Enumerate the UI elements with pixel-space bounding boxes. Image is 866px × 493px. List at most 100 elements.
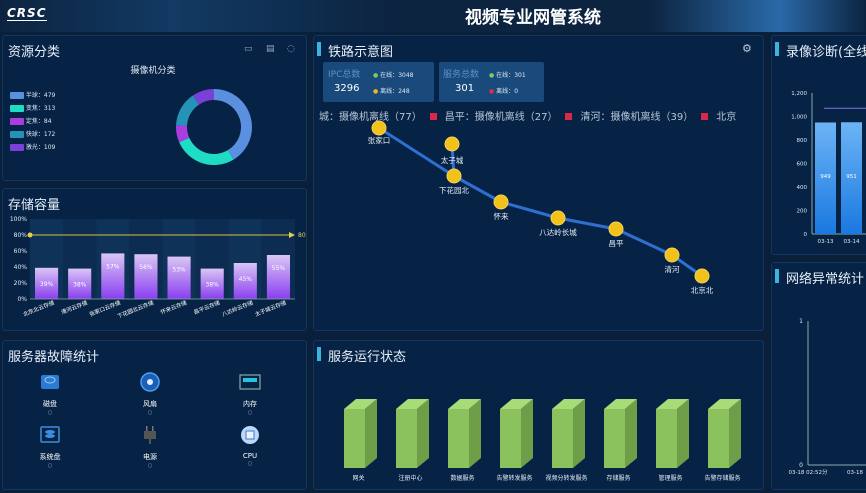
- x-tick-label: 下花园北云存储: [116, 298, 155, 320]
- service-label: 告警转发服务: [496, 474, 532, 482]
- legend-item[interactable]: 快球：172: [10, 129, 55, 138]
- bar: [233, 263, 257, 299]
- shield-icon[interactable]: ◌: [287, 44, 295, 54]
- y-tick-label: 1: [799, 318, 803, 325]
- service-bar-side: [469, 399, 481, 468]
- station-node[interactable]: [664, 247, 680, 263]
- service-bar-top: [656, 399, 689, 409]
- document-icon[interactable]: ▤: [266, 44, 275, 54]
- y-tick-label: 600: [797, 162, 808, 168]
- legend-item[interactable]: 半球：479: [10, 90, 55, 99]
- faults-panel: 服务器故障统计 磁盘 0 风扇 0 内存 0 系统盘 0 电源 0 CPU 0: [2, 340, 307, 490]
- station-node[interactable]: [371, 120, 387, 136]
- station-label: 清河: [665, 264, 680, 274]
- fault-item[interactable]: 系统盘 0: [30, 425, 70, 470]
- station-node[interactable]: [444, 136, 460, 152]
- service-label: 服务总数: [443, 70, 480, 80]
- service-bar: [344, 409, 365, 468]
- fault-item[interactable]: 风扇 0: [130, 372, 170, 417]
- station-node[interactable]: [446, 168, 462, 184]
- service-bar-side: [521, 399, 533, 468]
- ipc-online: 3048: [398, 72, 414, 79]
- alarm-marker-icon: [429, 113, 437, 120]
- title-accent: [775, 269, 779, 283]
- station-node[interactable]: [694, 268, 710, 284]
- x-tick-label: 太子城云存储: [254, 298, 288, 318]
- bar: [841, 122, 862, 234]
- service-bar: [396, 409, 417, 468]
- legend-label: 半球：479: [25, 92, 56, 99]
- service-bar-top: [500, 399, 533, 409]
- fault-item[interactable]: CPU 0: [230, 425, 270, 468]
- donut-slice: [176, 125, 190, 143]
- bar-label: 949: [820, 174, 831, 180]
- x-tick-label: 清河云存储: [60, 298, 89, 316]
- legend-label: 激光：109: [25, 144, 56, 151]
- markline-arrow: [289, 232, 295, 238]
- bar: [101, 253, 125, 299]
- fault-count: 0: [247, 409, 253, 417]
- service-label: 告警存储服务: [704, 474, 740, 482]
- fault-label: 系统盘: [39, 453, 61, 461]
- service-bar-side: [573, 399, 585, 468]
- fault-item[interactable]: 电源 0: [130, 425, 170, 470]
- offline-label: 离线：: [496, 88, 515, 95]
- legend-item[interactable]: 定焦：84: [10, 116, 52, 125]
- donut-slice: [179, 137, 234, 165]
- station-node[interactable]: [493, 194, 509, 210]
- ticker-item[interactable]: 清河：摄像机离线（39）: [580, 112, 694, 123]
- fault-item[interactable]: 磁盘 0: [30, 372, 70, 417]
- service-bar: [448, 409, 469, 468]
- y-tick-label: 0%: [17, 296, 27, 303]
- x-tick-label: 03-14: [844, 239, 860, 245]
- station-node[interactable]: [550, 210, 566, 226]
- ticker-item[interactable]: 昌平：摄像机离线（27）: [444, 112, 558, 123]
- service-bar-top: [396, 399, 429, 409]
- panel-title: 服务运行状态: [328, 350, 407, 365]
- legend-label: 定焦：84: [25, 118, 52, 125]
- bar: [167, 256, 191, 299]
- bar-label: 57%: [106, 263, 120, 270]
- legend-item[interactable]: 变焦：313: [10, 103, 55, 112]
- recording-chart: 0 200 400 600 800 1,000 1,200 949 03-13 951 03-14: [791, 91, 866, 245]
- system-disk-icon: [40, 426, 60, 443]
- x-tick-label: 03-18 02:52分: [788, 468, 828, 476]
- station-node[interactable]: [608, 221, 624, 237]
- fault-item[interactable]: 内存 0: [230, 372, 270, 417]
- fault-label: CPU: [242, 452, 258, 460]
- services-chart: 网关 注册中心 数据服务 告警转发服务 视频分转发服务 存储服务 管理服务 告警存储服务: [344, 399, 741, 482]
- offline-label: 离线：: [380, 88, 399, 95]
- gear-icon[interactable]: ⚙: [742, 42, 752, 55]
- bar-label: 38%: [206, 282, 220, 289]
- y-tick-label: 100%: [10, 216, 27, 223]
- y-tick-label: 400: [797, 185, 808, 191]
- ticker-item[interactable]: 北京: [716, 112, 737, 123]
- bar-label: 38%: [73, 282, 87, 289]
- legend-swatch: [10, 105, 24, 112]
- station-label: 太子城: [441, 155, 464, 165]
- video-icon[interactable]: ▭: [244, 44, 253, 54]
- donut-chart: [176, 89, 252, 165]
- service-bar-side: [417, 399, 429, 468]
- service-bar: [500, 409, 521, 468]
- fault-count: 0: [47, 462, 53, 470]
- panel-title: 服务器故障统计: [8, 350, 100, 365]
- title-accent: [317, 42, 321, 56]
- ticker-item[interactable]: 城：摄像机离线（77）: [319, 112, 422, 123]
- service-bar: [656, 409, 677, 468]
- storage-panel: 存储容量 0% 20% 40% 60% 80% 100% 39% 北京北云存储 38% 清河云存储…: [2, 188, 307, 331]
- legend-item[interactable]: 激光：109: [10, 142, 55, 151]
- markline-start: [27, 232, 33, 238]
- service-label: 管理服务: [658, 474, 682, 482]
- y-tick-label: 1,000: [791, 115, 807, 121]
- service-bar: [708, 409, 729, 468]
- fault-count: 0: [147, 462, 153, 470]
- online-label: 在线：: [496, 72, 515, 79]
- alarm-ticker: 城：摄像机离线（77） 昌平：摄像机离线（27） 清河：摄像机离线（39） 北京: [319, 108, 736, 123]
- y-tick-label: 200: [797, 209, 808, 215]
- y-tick-label: 800: [797, 138, 808, 144]
- donut-slice: [176, 95, 199, 126]
- x-tick-label: 03-13: [818, 239, 834, 245]
- x-tick-label: 03-18: [847, 470, 863, 476]
